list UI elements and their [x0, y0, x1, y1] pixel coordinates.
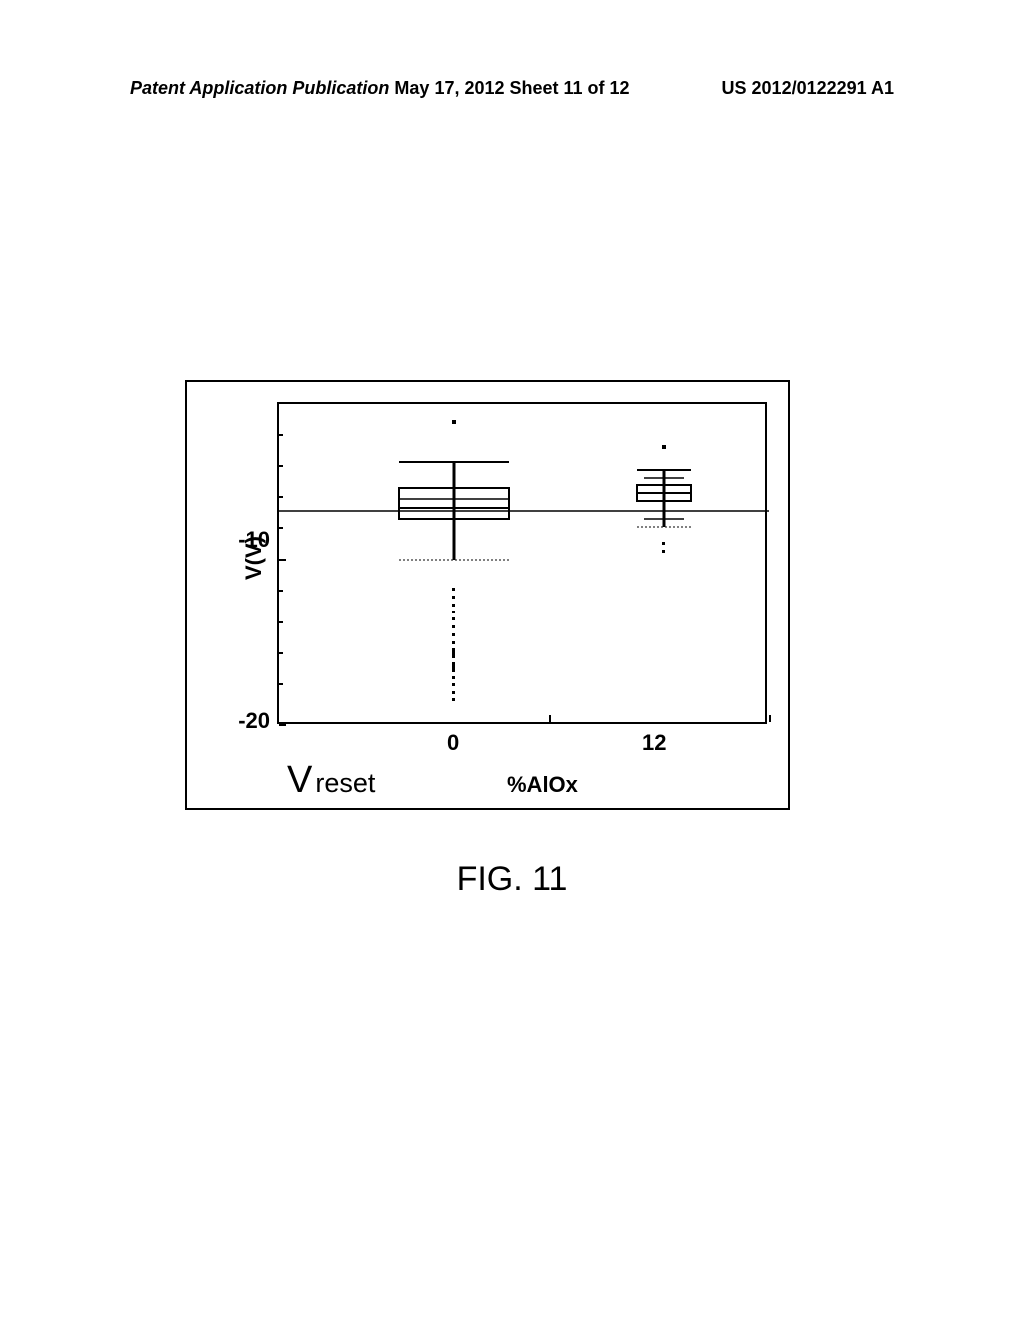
- y-tick-label-minus-10: -10: [238, 527, 270, 553]
- chart-plot-area: [277, 402, 767, 724]
- y-minor-tick: [279, 621, 283, 623]
- page-header: Patent Application Publication May 17, 2…: [0, 78, 1024, 99]
- boxplot-svg: [279, 404, 769, 726]
- series-label-v: V: [287, 759, 312, 801]
- figure-caption: FIG. 11: [457, 860, 568, 899]
- y-minor-tick: [279, 527, 283, 529]
- header-publication: Patent Application Publication: [130, 78, 389, 99]
- x-axis-label: %AlOx: [507, 772, 578, 798]
- y-minor-tick: [279, 652, 283, 654]
- boxplot-12: [637, 445, 691, 553]
- x-tick: [769, 715, 771, 722]
- y-major-tick: [279, 559, 286, 561]
- y-minor-tick: [279, 683, 283, 685]
- y-major-tick: [279, 724, 286, 726]
- header-patent-number: US 2012/0122291 A1: [722, 78, 894, 99]
- series-label-reset: reset: [315, 768, 375, 798]
- series-label: Vreset: [287, 759, 375, 802]
- y-tick-label-minus-20: -20: [238, 708, 270, 734]
- x-tick-label-0: 0: [447, 730, 459, 756]
- chart-container: V(V) -10 -20 0 12 Vreset %AlOx: [185, 380, 790, 810]
- y-minor-tick: [279, 496, 283, 498]
- x-tick: [549, 715, 551, 722]
- y-minor-tick: [279, 465, 283, 467]
- x-tick-label-12: 12: [642, 730, 666, 756]
- y-minor-tick: [279, 590, 283, 592]
- boxplot-0: [399, 420, 509, 701]
- y-minor-tick: [279, 434, 283, 436]
- header-date-sheet: May 17, 2012 Sheet 11 of 12: [394, 78, 629, 99]
